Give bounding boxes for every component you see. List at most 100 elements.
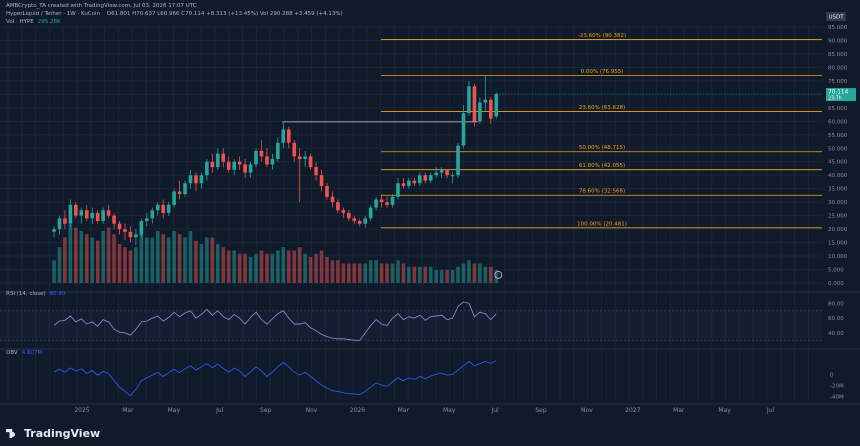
volume-bar [483,266,488,283]
volume-bar [467,260,471,283]
volume-bar [308,257,313,283]
candle-body [467,86,471,114]
volume-bar [407,266,411,283]
volume-bar [139,234,144,283]
candle-body [205,161,209,176]
volume-bar [297,247,302,283]
candle-body [325,185,329,197]
candle-body [134,234,138,238]
candle-body [95,212,100,222]
volume-bar [423,266,428,283]
x-axis-tick: Nov [306,407,318,414]
volume-bar [155,231,160,283]
x-axis-tick: 2027 [625,407,640,414]
volume-bar [489,266,493,283]
y-axis-tick: 90.000 [828,38,848,44]
x-axis-tick: 2026 [350,407,365,414]
volume-bar [188,231,193,283]
rsi-axis-tick: 60.00 [828,316,844,322]
x-axis-tick: Jul [215,407,224,414]
rsi-band [0,310,822,341]
volume-bar [276,250,280,283]
x-axis-tick: May [718,407,731,414]
volume-bar [265,253,269,283]
volume-bar [90,237,95,283]
volume-bar [325,257,329,283]
volume-bar [68,224,73,283]
volume-bar [254,253,258,283]
volume-bar [281,247,286,283]
x-axis-tick: Mar [673,407,685,414]
volume-bar [439,270,444,283]
volume-bar [336,260,340,283]
rsi-value: 60.80 [49,291,66,297]
created-by-caption: AMBCrypto_TA created with TradingView.co… [6,3,197,9]
candle-body [52,229,56,232]
candle-body [319,175,324,186]
candle-body [292,142,297,157]
volume-bar [166,237,171,283]
volume-bar [232,250,236,283]
symbol-name: HyperLiquid / Tether · 1W · KuCoin [6,11,101,17]
volume-bar [396,260,400,283]
rsi-legend[interactable]: RSI (14, close) 60.80 [6,291,65,297]
volume-legend[interactable]: Vol · HYPE 295.28K [6,19,61,25]
y-axis-tick: 80.000 [828,65,848,71]
volume-bar [456,266,460,283]
candle-body [297,156,302,160]
symbol-legend[interactable]: HyperLiquid / Tether · 1W · KuCoin O61.8… [6,11,348,17]
candle-body [101,210,105,222]
tradingview-logo[interactable]: TradingView [6,427,100,440]
candle-body [199,175,204,184]
obv-legend[interactable]: OBV 4.807M [6,350,42,356]
rsi-line [53,301,497,341]
candle-body [177,191,182,195]
currency-badge[interactable] [826,12,846,21]
candle-body [254,150,258,165]
volume-bar [117,244,122,283]
fib-level-label: -23.60% (90.382) [578,33,626,39]
candle-body [226,161,231,170]
x-axis-tick: Jul [766,407,775,414]
volume-bar [84,234,89,283]
volume-bar [412,266,417,283]
y-axis-tick: 5.000 [828,268,844,274]
y-axis-tick: 65.000 [828,106,848,112]
y-axis-tick: 75.000 [828,79,848,85]
y-axis-tick: 85.000 [828,52,848,58]
candle-body [237,161,242,165]
candle-body [243,164,247,173]
y-axis-tick: 15.000 [828,241,848,247]
volume-bar [286,250,291,283]
candle-body [385,202,389,205]
candle-body [79,210,84,216]
volume-bar [74,227,78,283]
candle-body [210,161,215,168]
candle-body [439,169,444,173]
candle-body [286,129,291,143]
volume-bar [303,253,307,283]
obv-value: 4.807M [21,350,43,356]
volume-bar [363,263,368,283]
candle-body [216,153,220,168]
volume-bar [450,270,455,283]
x-axis-tick: Jul [490,407,499,414]
volume-bar [390,263,395,283]
volume-bar [161,234,165,283]
y-axis-tick: 60.000 [828,119,848,125]
volume-bar [319,250,324,283]
candle-body [150,210,155,219]
last-price-badge [826,88,856,102]
candle-body [418,175,422,184]
volume-bar [472,263,477,283]
fib-level-label: 78.60% (32.568) [579,189,625,195]
volume-bar [79,231,84,283]
volume-bar [106,227,111,283]
y-axis-tick: 0.000 [828,281,844,287]
volume-bar [418,266,422,283]
candle-body [314,167,318,176]
y-axis-tick: 55.000 [828,133,848,139]
y-axis-tick: 10.000 [828,254,848,260]
candle-body [434,172,438,176]
